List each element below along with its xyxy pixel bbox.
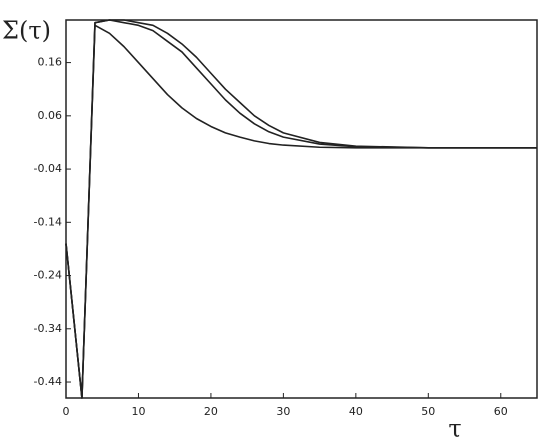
x-tick-label: 10 bbox=[131, 405, 145, 418]
y-tick-label: 0.16 bbox=[38, 56, 63, 69]
y-tick-label: -0.14 bbox=[34, 215, 62, 228]
y-tick-label: -0.44 bbox=[34, 375, 62, 388]
y-tick-label: 0.06 bbox=[38, 109, 63, 122]
y-axis-label: Σ(τ) bbox=[2, 17, 51, 45]
plot-frame bbox=[65, 19, 538, 399]
line-series bbox=[65, 19, 537, 399]
y-tick-label: -0.04 bbox=[34, 162, 62, 175]
x-tick-label: 20 bbox=[204, 405, 218, 418]
x-tick-label: 50 bbox=[421, 405, 435, 418]
x-tick-label: 60 bbox=[494, 405, 508, 418]
line-series bbox=[65, 24, 537, 399]
x-tick-label: 30 bbox=[276, 405, 290, 418]
x-tick-label: 0 bbox=[63, 405, 70, 418]
x-axis-label: τ bbox=[448, 415, 461, 443]
y-tick-label: -0.34 bbox=[34, 322, 62, 335]
line-series bbox=[65, 19, 537, 399]
x-tick-label: 40 bbox=[349, 405, 363, 418]
y-tick-label: -0.24 bbox=[34, 269, 62, 282]
